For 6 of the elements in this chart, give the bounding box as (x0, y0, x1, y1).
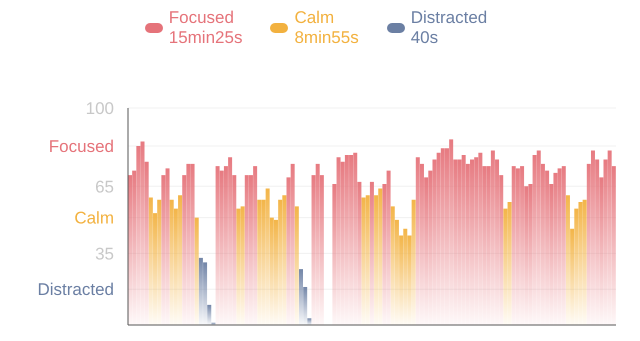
legend-label: Focused 15min25s (168, 8, 242, 48)
y-tick-label: Distracted (37, 280, 114, 300)
legend-label: Calm 8min55s (294, 8, 359, 48)
y-tick-label: Focused (48, 137, 114, 156)
y-tick-label: Calm (74, 208, 114, 228)
legend-label: Distracted 40s (410, 8, 488, 48)
